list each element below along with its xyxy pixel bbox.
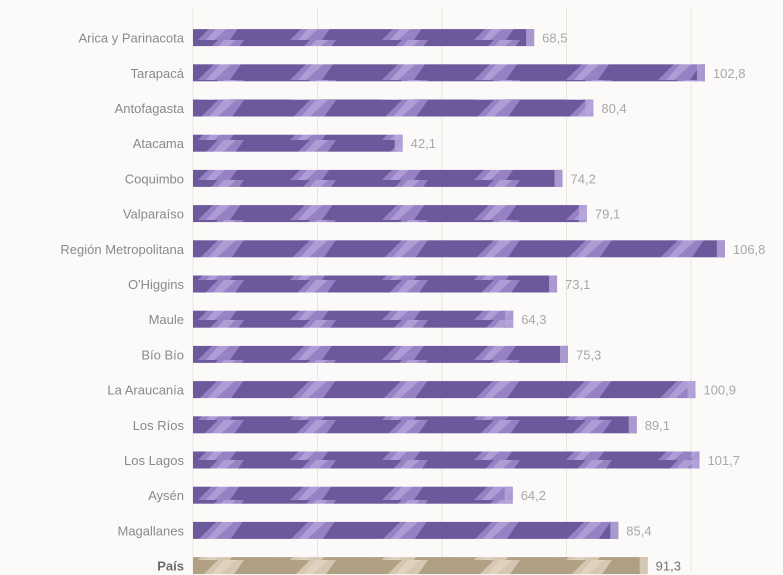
- value-label-atacama: 42,1: [411, 136, 436, 151]
- bars-layer: [193, 29, 725, 575]
- bar-cap-region-metropolitana: [716, 240, 725, 258]
- value-label-antofagasta: 80,4: [601, 101, 626, 116]
- value-label-valparaiso: 79,1: [595, 207, 620, 222]
- category-label-antofagasta: Antofagasta: [115, 101, 185, 116]
- bar-cap-maule: [505, 310, 514, 328]
- value-label-arica-y-parinacota: 68,5: [542, 31, 567, 46]
- bar-cap-arica-y-parinacota: [526, 29, 535, 47]
- bar-los-rios: [193, 416, 637, 434]
- category-label-tarapaca: Tarapacá: [131, 66, 185, 81]
- bar-cap-la-araucania: [687, 381, 696, 399]
- category-label-valparaiso: Valparaíso: [123, 207, 184, 222]
- value-label-los-rios: 89,1: [645, 418, 670, 433]
- bar-bio-bio: [193, 345, 568, 363]
- bar-cap-coquimbo: [554, 169, 563, 187]
- category-label-o-higgins: O'Higgins: [128, 277, 184, 292]
- bar-magallanes: [193, 521, 619, 539]
- category-label-atacama: Atacama: [133, 136, 185, 151]
- bar-los-lagos: [193, 451, 700, 469]
- category-label-aysen: Aysén: [148, 488, 184, 503]
- bar-cap-los-lagos: [691, 451, 700, 469]
- bar-cap-o-higgins: [549, 275, 558, 293]
- bar-arica-y-parinacota: [193, 29, 535, 47]
- bar-cap-atacama: [394, 134, 403, 152]
- bar-cap-antofagasta: [585, 99, 594, 117]
- value-label-los-lagos: 101,7: [707, 453, 740, 468]
- value-label-region-metropolitana: 106,8: [733, 242, 766, 257]
- category-label-bio-bio: Bío Bío: [141, 347, 184, 362]
- value-label-pais: 91,3: [656, 559, 681, 574]
- category-label-arica-y-parinacota: Arica y Parinacota: [79, 31, 185, 46]
- value-label-magallanes: 85,4: [626, 523, 651, 538]
- bar-region-metropolitana: [193, 240, 725, 258]
- bar-cap-bio-bio: [559, 345, 568, 363]
- value-label-aysen: 64,2: [521, 488, 546, 503]
- bar-la-araucania: [193, 381, 696, 399]
- category-label-los-lagos: Los Lagos: [124, 453, 184, 468]
- bar-antofagasta: [193, 99, 594, 117]
- category-label-los-rios: Los Ríos: [133, 418, 185, 433]
- bar-cap-tarapaca: [696, 64, 705, 82]
- bar-tarapaca: [193, 64, 705, 82]
- category-label-la-araucania: La Araucanía: [107, 383, 184, 398]
- bar-cap-aysen: [504, 486, 513, 504]
- value-label-coquimbo: 74,2: [571, 171, 596, 186]
- bar-valparaiso: [193, 205, 587, 223]
- bar-pais: [193, 557, 648, 575]
- bar-cap-magallanes: [610, 521, 619, 539]
- category-label-magallanes: Magallanes: [118, 523, 185, 538]
- labels-layer: Arica y Parinacota 68,5 Tarapacá 102,8 Antof…: [60, 31, 765, 574]
- bar-cap-pais: [639, 557, 648, 575]
- bar-maule: [193, 310, 514, 328]
- category-label-coquimbo: Coquimbo: [125, 171, 184, 186]
- value-label-tarapaca: 102,8: [713, 66, 746, 81]
- bar-cap-los-rios: [628, 416, 637, 434]
- value-label-bio-bio: 75,3: [576, 347, 601, 362]
- category-label-maule: Maule: [149, 312, 184, 327]
- bar-atacama: [193, 134, 403, 152]
- bar-coquimbo: [193, 169, 563, 187]
- value-label-maule: 64,3: [521, 312, 546, 327]
- bar-o-higgins: [193, 275, 558, 293]
- bar-aysen: [193, 486, 513, 504]
- category-label-region-metropolitana: Región Metropolitana: [60, 242, 184, 257]
- value-label-la-araucania: 100,9: [703, 383, 736, 398]
- value-label-o-higgins: 73,1: [565, 277, 590, 292]
- bar-cap-valparaiso: [578, 205, 587, 223]
- category-label-pais: País: [157, 559, 184, 574]
